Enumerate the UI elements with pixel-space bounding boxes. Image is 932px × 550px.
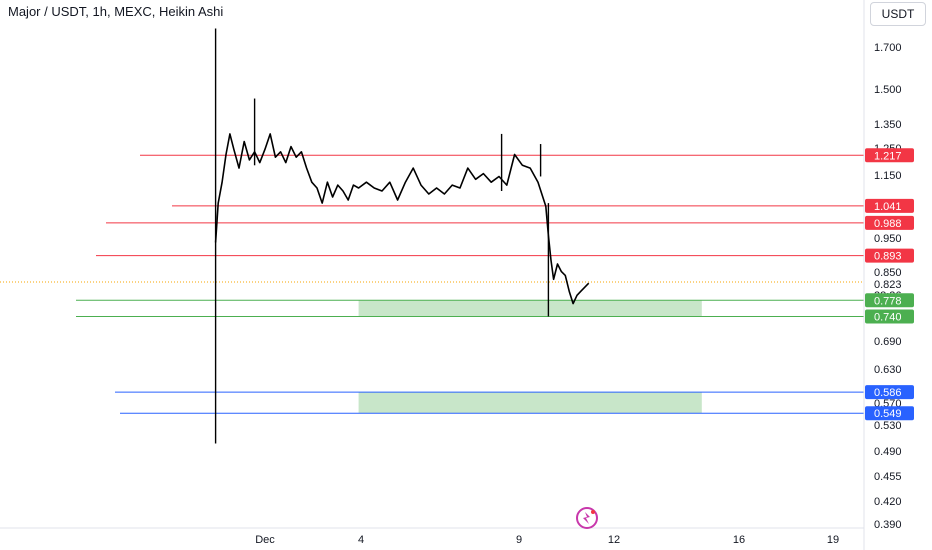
time-axis[interactable]: Dec 4 9 12 16 19 [255, 534, 839, 546]
svg-text:1.041: 1.041 [874, 201, 902, 213]
price-tick-label: 0.823 [874, 279, 902, 291]
price-tick-label: 0.490 [874, 446, 902, 458]
price-tick-label: 0.390 [874, 519, 902, 531]
svg-text:0.549: 0.549 [874, 408, 902, 420]
candles-layer [214, 28, 590, 444]
price-tick-label: 1.350 [874, 119, 902, 131]
price-tick-label: 0.530 [874, 420, 902, 432]
price-tick-label: 1.500 [874, 84, 902, 96]
price-tick-label: 1.150 [874, 170, 902, 182]
levels-layer [76, 154, 864, 414]
price-axis[interactable]: 1.7001.5001.3501.2501.1500.9500.8500.823… [874, 42, 902, 531]
price-tick-label: 0.455 [874, 471, 902, 483]
zones-layer [358, 300, 702, 414]
price-level-label: 0.988 [865, 215, 914, 230]
time-tick-label: 4 [358, 534, 364, 546]
time-tick-label: 9 [516, 534, 522, 546]
price-level-label: 1.217 [865, 148, 914, 163]
chart-title: Major / USDT, 1h, MEXC, Heikin Ashi [8, 4, 224, 19]
support-zone-1[interactable] [358, 300, 702, 317]
price-tick-label: 1.700 [874, 42, 902, 54]
price-level-label: 1.041 [865, 198, 914, 213]
price-level-labels: 1.217 1.041 0.988 0.893 0.778 0.740 0.586 0.549 [865, 148, 914, 421]
time-tick-label: 12 [608, 534, 620, 546]
price-tick-label: 0.630 [874, 364, 902, 376]
svg-text:0.778: 0.778 [874, 295, 902, 307]
time-tick-label: Dec [255, 534, 275, 546]
currency-selector-button[interactable]: USDT [870, 2, 926, 26]
svg-text:0.988: 0.988 [874, 218, 902, 230]
svg-text:0.586: 0.586 [874, 387, 902, 399]
price-level-label: 0.893 [865, 248, 914, 263]
price-level-label: 0.586 [865, 385, 914, 400]
price-tick-label: 0.690 [874, 336, 902, 348]
support-zone-2[interactable] [358, 392, 702, 414]
svg-text:0.893: 0.893 [874, 251, 902, 263]
price-tick-label: 0.850 [874, 267, 902, 279]
price-tick-label: 0.420 [874, 496, 902, 508]
price-level-label: 0.778 [865, 293, 914, 308]
svg-text:1.217: 1.217 [874, 150, 902, 162]
price-series-line [214, 133, 590, 305]
price-tick-label: 0.950 [874, 233, 902, 245]
tradingview-logo-icon [576, 507, 598, 529]
time-tick-label: 19 [827, 534, 839, 546]
price-level-label: 0.740 [865, 309, 914, 324]
svg-text:0.740: 0.740 [874, 311, 902, 323]
time-tick-label: 16 [733, 534, 745, 546]
price-level-label: 0.549 [865, 406, 914, 421]
